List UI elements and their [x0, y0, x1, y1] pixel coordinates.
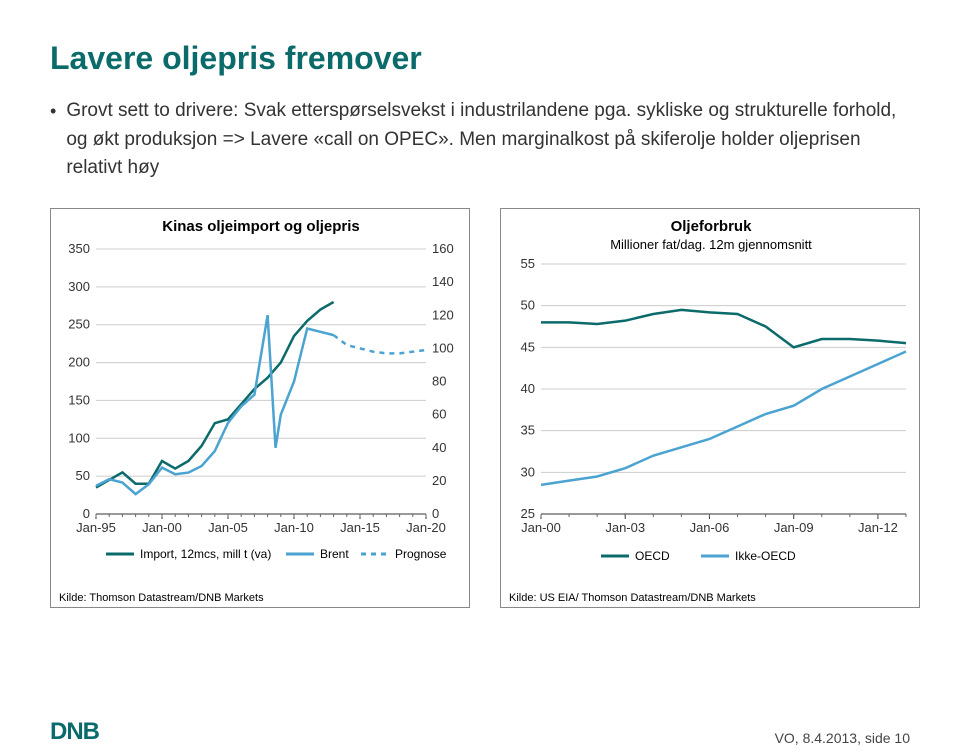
logo: DNB — [50, 718, 99, 746]
svg-text:OECD: OECD — [635, 549, 670, 563]
svg-text:0: 0 — [432, 506, 439, 521]
svg-text:50: 50 — [521, 297, 535, 312]
svg-text:Jan-00: Jan-00 — [521, 520, 561, 535]
svg-text:60: 60 — [432, 406, 446, 421]
chart-oil-import-price: Kinas oljeimport og oljepris050100150200… — [50, 208, 470, 608]
svg-text:250: 250 — [68, 316, 90, 331]
svg-text:Jan-05: Jan-05 — [208, 520, 248, 535]
svg-text:20: 20 — [432, 472, 446, 487]
svg-text:Jan-12: Jan-12 — [858, 520, 898, 535]
svg-text:0: 0 — [83, 506, 90, 521]
svg-text:350: 350 — [68, 241, 90, 256]
svg-text:150: 150 — [68, 392, 90, 407]
svg-text:Jan-95: Jan-95 — [76, 520, 116, 535]
svg-text:140: 140 — [432, 274, 454, 289]
svg-text:40: 40 — [432, 439, 446, 454]
svg-text:100: 100 — [68, 430, 90, 445]
svg-text:Import, 12mcs, mill t (va): Import, 12mcs, mill t (va) — [140, 547, 271, 561]
chart-oil-consumption: Oljeforbruk Millioner fat/dag. 12m gjenno… — [500, 208, 920, 608]
svg-text:120: 120 — [432, 307, 454, 322]
svg-text:40: 40 — [521, 381, 535, 396]
svg-text:25: 25 — [521, 506, 535, 521]
svg-text:100: 100 — [432, 340, 454, 355]
svg-text:Jan-06: Jan-06 — [690, 520, 730, 535]
bullet-text: Grovt sett to drivere: Svak etterspørsel… — [66, 97, 910, 183]
svg-text:55: 55 — [521, 256, 535, 271]
page-info: VO, 8.4.2013, side 10 — [775, 730, 910, 746]
svg-text:Jan-09: Jan-09 — [774, 520, 814, 535]
svg-text:50: 50 — [76, 468, 90, 483]
svg-text:30: 30 — [521, 464, 535, 479]
svg-text:Jan-10: Jan-10 — [274, 520, 314, 535]
svg-text:45: 45 — [521, 339, 535, 354]
svg-text:Kilde: Thomson Datastream/DNB: Kilde: Thomson Datastream/DNB Markets — [59, 592, 264, 604]
svg-text:Prognose: Prognose — [395, 547, 447, 561]
slide-title: Lavere oljepris fremover — [50, 40, 910, 77]
svg-text:Oljeforbruk: Oljeforbruk — [671, 218, 753, 235]
svg-text:Kilde: US EIA/ Thomson Datastr: Kilde: US EIA/ Thomson Datastream/DNB Ma… — [509, 592, 756, 604]
charts-row: Kinas oljeimport og oljepris050100150200… — [50, 208, 910, 608]
svg-text:160: 160 — [432, 241, 454, 256]
svg-text:Jan-15: Jan-15 — [340, 520, 380, 535]
bullet-list: • Grovt sett to drivere: Svak etterspørs… — [50, 97, 910, 183]
svg-text:Ikke-OECD: Ikke-OECD — [735, 549, 796, 563]
svg-text:80: 80 — [432, 373, 446, 388]
svg-text:Jan-20: Jan-20 — [406, 520, 446, 535]
bullet-dot: • — [50, 97, 56, 126]
svg-text:200: 200 — [68, 354, 90, 369]
svg-text:Millioner fat/dag. 12m gjennom: Millioner fat/dag. 12m gjennomsnitt — [610, 237, 812, 252]
svg-text:Brent: Brent — [320, 547, 349, 561]
svg-text:Jan-00: Jan-00 — [142, 520, 182, 535]
svg-text:35: 35 — [521, 422, 535, 437]
svg-text:300: 300 — [68, 278, 90, 293]
svg-text:Jan-03: Jan-03 — [605, 520, 645, 535]
svg-text:Kinas oljeimport og oljepris: Kinas oljeimport og oljepris — [162, 218, 360, 235]
